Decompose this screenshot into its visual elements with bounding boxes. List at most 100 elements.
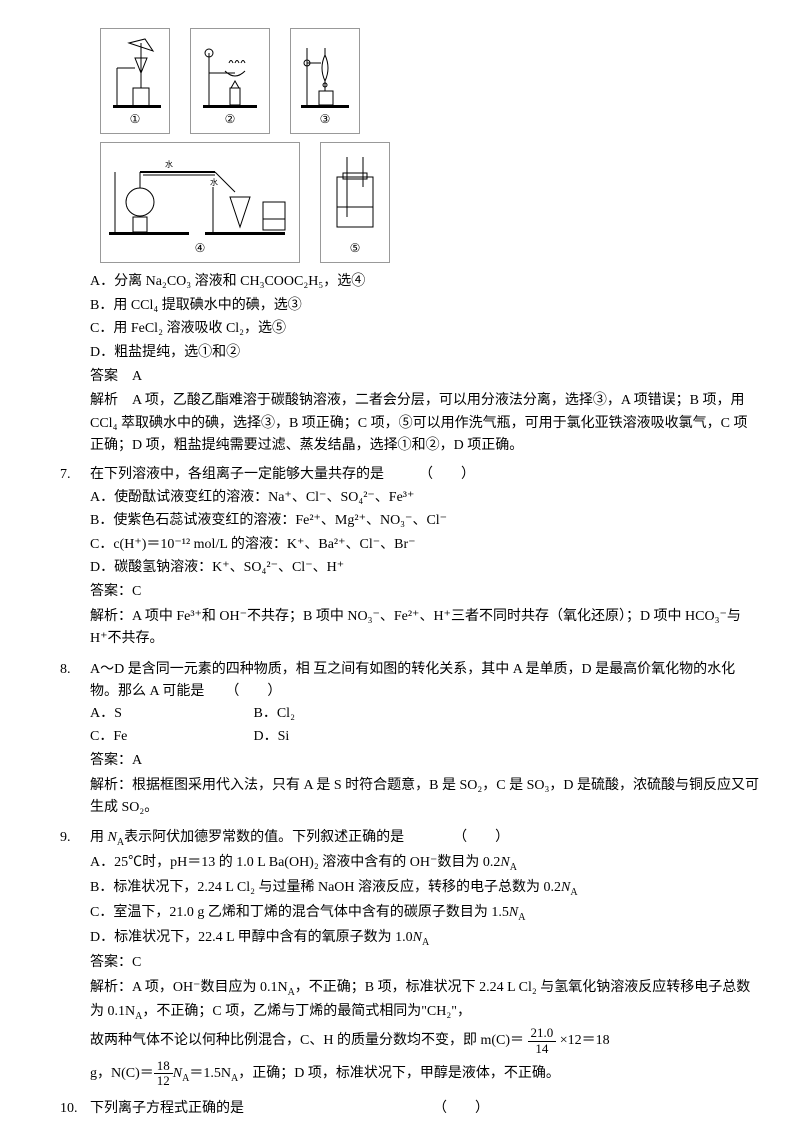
q10: 10. 下列离子方程式正确的是 （ ） [60, 1098, 760, 1120]
q9-opta-a: A [510, 862, 517, 873]
q9-a2b: ×12＝18 [560, 1033, 610, 1048]
diagram-3: ③ [290, 28, 360, 134]
q8-analysis-text: 根据框图采用代入法，只有 A 是 S 时符合题意，B 是 SO₂，C 是 SO₃… [90, 778, 759, 815]
q9-opt-a: A．25℃时，pH＝13 的 1.0 L Ba(OH)₂ 溶液中含有的 OH⁻数… [90, 852, 760, 876]
q6-opt-d: D．粗盐提纯，选①和② [90, 342, 760, 364]
q9-answer-label: 答案： [90, 955, 132, 970]
q8-opts-row2: C．Fe D．Si [90, 726, 760, 748]
q9-frac1-num: 21.0 [528, 1026, 557, 1041]
q7-opt-a: A．使酚酞试液变红的溶液：Na⁺、Cl⁻、SO₄²⁻、Fe³⁺ [90, 487, 760, 509]
diagram-row-top: ① ② ③ [100, 28, 760, 134]
q7-analysis: 解析：A 项中 Fe³⁺和 OH⁻不共存；B 项中 NO₃⁻、Fe²⁺、H⁺三者… [90, 606, 760, 651]
q7-analysis-text: A 项中 Fe³⁺和 OH⁻不共存；B 项中 NO₃⁻、Fe²⁺、H⁺三者不同时… [90, 609, 741, 646]
q6-opt-a: A．分离 Na₂CO₃ 溶液和 CH₃COOC₂H₅，选④ [90, 271, 760, 293]
q6-analysis-text: A 项，乙酸乙酯难溶于碳酸钠溶液，二者会分层，可以用分液法分离，选择③，A 项错… [90, 393, 747, 453]
q6-analysis: 解析 A 项，乙酸乙酯难溶于碳酸钠溶液，二者会分层，可以用分液法分离，选择③，A… [90, 390, 760, 457]
q9-opt-d: D．标准状况下，22.4 L 甲醇中含有的氧原子数为 1.0NA [90, 927, 760, 951]
q9-a2a: 故两种气体不论以何种比例混合，C、H 的质量分数均不变，即 m(C)＝ [90, 1033, 524, 1048]
svg-text:水: 水 [165, 159, 173, 169]
q6-opt-c: C．用 FeCl₂ 溶液吸收 Cl₂，选⑤ [90, 318, 760, 340]
diagram-4-label: ④ [195, 239, 206, 258]
q8-opts-row1: A．S B．Cl₂ [90, 703, 760, 725]
q8: 8. A～D 是含同一元素的四种物质，相 互之间有如图的转化关系，其中 A 是单… [60, 659, 760, 822]
q9-optd-a: A [422, 936, 429, 947]
q7-stem: 在下列溶液中，各组离子一定能够大量共存的是 （ ） [90, 464, 760, 486]
q6-block: A．分离 Na₂CO₃ 溶液和 CH₃COOC₂H₅，选④ B．用 CCl₄ 提… [90, 271, 760, 457]
q9-analysis-line3: g，N(C)＝1812NA＝1.5NA，正确；D 项，标准状况下，甲醇是液体，不… [90, 1059, 760, 1090]
q8-analysis-label: 解析： [90, 778, 132, 793]
q6-opt-b: B．用 CCl₄ 提取碘水中的碘，选③ [90, 295, 760, 317]
q7-answer-value: C [132, 584, 141, 599]
gas-washing-bottle-icon [325, 147, 385, 237]
q6-answer-value: A [132, 369, 142, 384]
q9-answer-value: C [132, 955, 141, 970]
separating-funnel-icon [295, 33, 355, 108]
q9-stem: 用 NA表示阿伏加德罗常数的值。下列叙述正确的是 （ ） [90, 827, 760, 851]
q7-opt-b: B．使紫色石蕊试液变红的溶液：Fe²⁺、Mg²⁺、NO₃⁻、Cl⁻ [90, 510, 760, 532]
q9-analysis-label: 解析： [90, 980, 132, 995]
diagram-2-label: ② [225, 110, 236, 129]
q8-answer-label: 答案： [90, 753, 132, 768]
q9-optb-pre: B．标准状况下，2.24 L Cl₂ 与过量稀 NaOH 溶液反应，转移的电子总… [90, 880, 561, 895]
q8-opt-b: B．Cl₂ [254, 703, 414, 725]
q8-num: 8. [60, 659, 90, 822]
diagram-4: 水 水 ④ [100, 142, 300, 263]
filter-apparatus-icon [105, 33, 165, 108]
q7-opt-d: D．碳酸氢钠溶液：K⁺、SO₄²⁻、Cl⁻、H⁺ [90, 557, 760, 579]
q9-opt-c: C．室温下，21.0 g 乙烯和丁烯的混合气体中含有的碳原子数目为 1.5NA [90, 902, 760, 926]
q9-a1-sub: A [288, 987, 295, 998]
diagram-3-label: ③ [320, 110, 331, 129]
q9-frac2: 1812 [154, 1059, 173, 1089]
q7-opt-c: C．c(H⁺)＝10⁻¹² mol/L 的溶液：K⁺、Ba²⁺、Cl⁻、Br⁻ [90, 534, 760, 556]
q9-optc-a: A [518, 912, 525, 923]
q10-stem: 下列离子方程式正确的是 （ ） [90, 1098, 760, 1120]
diagram-row-bottom: 水 水 ④ ⑤ [100, 142, 760, 263]
q7-answer: 答案：C [90, 581, 760, 603]
q9-opta-n: N [500, 855, 509, 870]
svg-text:水: 水 [210, 177, 218, 187]
q10-num: 10. [60, 1098, 90, 1120]
q9-optb-n: N [561, 880, 570, 895]
diagram-5-label: ⑤ [350, 239, 361, 258]
q9-a3c: ＝1.5N [189, 1066, 231, 1081]
q7-analysis-label: 解析： [90, 609, 132, 624]
distillation-apparatus-icon: 水 水 [105, 147, 295, 237]
q9-opta-pre: A．25℃时，pH＝13 的 1.0 L Ba(OH)₂ 溶液中含有的 OH⁻数… [90, 855, 500, 870]
q7-answer-label: 答案： [90, 584, 132, 599]
q6-answer-label: 答案 [90, 369, 118, 384]
diagram-2: ② [190, 28, 270, 134]
q9-opt-b: B．标准状况下，2.24 L Cl₂ 与过量稀 NaOH 溶液反应，转移的电子总… [90, 877, 760, 901]
q9-a1: A 项，OH⁻数目应为 0.1N [132, 980, 288, 995]
q7: 7. 在下列溶液中，各组离子一定能够大量共存的是 （ ） A．使酚酞试液变红的溶… [60, 464, 760, 653]
q8-opt-c: C．Fe [90, 726, 250, 748]
q9-optb-a: A [570, 887, 577, 898]
q8-opt-d: D．Si [254, 726, 414, 748]
q9-optd-pre: D．标准状况下，22.4 L 甲醇中含有的氧原子数为 1.0 [90, 930, 413, 945]
q9-optc-pre: C．室温下，21.0 g 乙烯和丁烯的混合气体中含有的碳原子数目为 1.5 [90, 905, 509, 920]
q8-opt-a: A．S [90, 703, 250, 725]
q8-answer-value: A [132, 753, 142, 768]
q9-a3a: g，N(C)＝ [90, 1066, 154, 1081]
q9-num: 9. [60, 827, 90, 1092]
q8-answer: 答案：A [90, 750, 760, 772]
q6-analysis-label: 解析 [90, 393, 118, 408]
q9-stem-post: 表示阿伏加德罗常数的值。下列叙述正确的是 （ ） [124, 830, 509, 845]
q9-optc-n: N [509, 905, 518, 920]
q9-analysis-line1: 解析：A 项，OH⁻数目应为 0.1NA，不正确；B 项，标准状况下 2.24 … [90, 977, 760, 1025]
q9-stem-pre: 用 [90, 830, 108, 845]
q9-frac2-num: 18 [154, 1059, 173, 1074]
q9-stem-a: A [117, 837, 124, 848]
diagram-5: ⑤ [320, 142, 390, 263]
q9-a3b: N [173, 1066, 182, 1081]
q9-frac2-den: 12 [154, 1074, 173, 1088]
q9: 9. 用 NA表示阿伏加德罗常数的值。下列叙述正确的是 （ ） A．25℃时，p… [60, 827, 760, 1092]
diagram-1-label: ① [130, 110, 141, 129]
q9-analysis-line2: 故两种气体不论以何种比例混合，C、H 的质量分数均不变，即 m(C)＝ 21.0… [90, 1026, 760, 1057]
q9-stem-n: N [108, 830, 117, 845]
q9-answer: 答案：C [90, 952, 760, 974]
q9-frac1-den: 14 [528, 1042, 557, 1056]
q8-analysis: 解析：根据框图采用代入法，只有 A 是 S 时符合题意，B 是 SO₂，C 是 … [90, 775, 760, 820]
q9-frac1: 21.014 [528, 1026, 557, 1056]
q6-answer: 答案 A [90, 366, 760, 388]
q9-a3d: ，正确；D 项，标准状况下，甲醇是液体，不正确。 [238, 1066, 560, 1081]
